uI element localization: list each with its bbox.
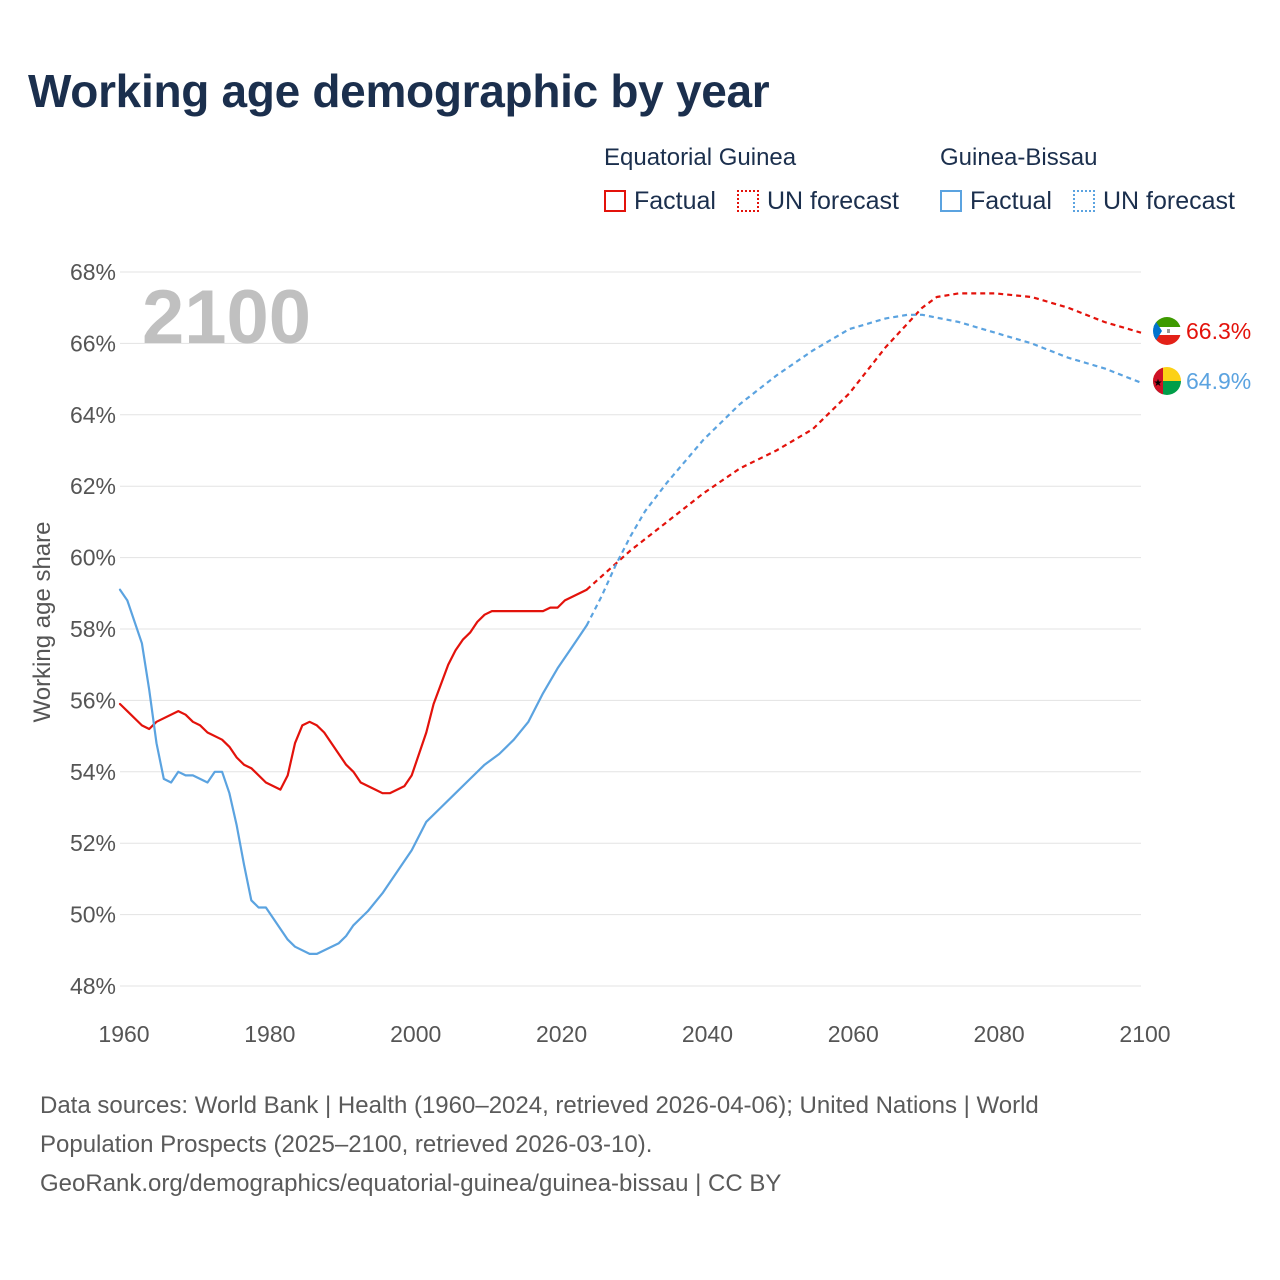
legend-swatch-eq-forecast [737,190,759,212]
legend-label-gb-forecast: UN forecast [1103,186,1235,215]
y-tick-label: 60% [70,545,116,571]
legend-title-guinea-bissau: Guinea-Bissau [940,144,1098,171]
legend-item-eq-factual[interactable]: Factual [604,186,716,216]
legend-swatch-gb-factual [940,190,962,212]
x-tick-label: 1980 [244,1021,295,1047]
sources-line-2: Population Prospects (2025–2100, retriev… [40,1131,653,1158]
equatorial-guinea-flag-icon [1153,317,1181,345]
legend-title-equatorial-guinea: Equatorial Guinea [604,144,797,171]
x-tick-label: 2000 [390,1021,441,1047]
y-tick-label: 64% [70,402,116,428]
guinea-bissau-flag-icon: ★ [1153,367,1181,395]
line-equatorial-guinea-forecast [585,292,1142,591]
y-tick-label: 52% [70,830,116,856]
legend-swatch-gb-forecast [1073,190,1095,212]
legend-item-eq-forecast[interactable]: UN forecast [737,186,899,216]
x-tick-label: 2040 [682,1021,733,1047]
legend-label-gb-factual: Factual [970,186,1052,215]
data-sources: Data sources: World Bank | Health (1960–… [40,1086,1240,1203]
line-guinea-bissau-forecast [585,313,1142,626]
x-tick-label: 2020 [536,1021,587,1047]
series-lines [118,292,1142,956]
end-label-equatorial-guinea: 66.3% [1186,318,1251,344]
y-tick-label: 48% [70,973,116,999]
end-label-guinea-bissau: 64.9% [1186,368,1251,394]
y-tick-label: 66% [70,330,116,356]
line-chart: 48%50%52%54%56%58%60%62%64%66%68% 1960 19… [29,259,1251,1047]
legend-label-eq-factual: Factual [634,186,716,215]
gridlines [120,271,1141,987]
y-tick-label: 58% [70,616,116,642]
end-markers: ★ 66.3% 64.9% [1153,317,1251,395]
y-tick-label: 62% [70,473,116,499]
legend-label-eq-forecast: UN forecast [767,186,899,215]
legend-item-gb-forecast[interactable]: UN forecast [1073,186,1235,216]
legend-item-gb-factual[interactable]: Factual [940,186,1052,216]
y-tick-label: 50% [70,902,116,928]
sources-line-1: Data sources: World Bank | Health (1960–… [40,1092,1039,1119]
y-axis-ticks: 48% 50% 52% 54% 56% 58% 60% 62% 64% 66% 68% [70,259,116,999]
x-axis-ticks: 1960 1980 2000 2020 2040 2060 2080 2100 [98,1021,1170,1047]
y-tick-label: 56% [70,687,116,713]
x-tick-label: 1960 [98,1021,149,1047]
y-tick-label: 68% [70,259,116,285]
legend-swatch-eq-factual [604,190,626,212]
x-tick-label: 2060 [828,1021,879,1047]
sources-line-3[interactable]: GeoRank.org/demographics/equatorial-guin… [40,1170,782,1197]
x-tick-label: 2080 [974,1021,1025,1047]
line-guinea-bissau-factual [118,588,588,956]
chart-title: Working age demographic by year [28,65,770,117]
y-tick-label: 54% [70,759,116,785]
year-watermark: 2100 [142,275,311,360]
x-tick-label: 2100 [1119,1021,1170,1047]
svg-text:★: ★ [1154,378,1163,389]
line-equatorial-guinea-factual [118,588,588,795]
y-axis-label: Working age share [29,522,56,723]
